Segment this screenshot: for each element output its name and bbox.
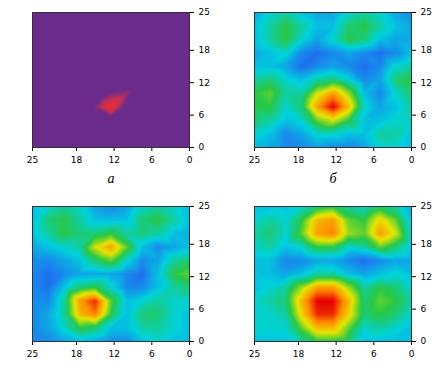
svg-text:12: 12 [330,349,341,359]
svg-text:12: 12 [330,155,341,165]
svg-text:12: 12 [198,272,209,282]
svg-text:0: 0 [186,349,192,359]
svg-text:6: 6 [148,349,154,359]
svg-text:18: 18 [420,45,432,55]
svg-text:0: 0 [408,155,414,165]
svg-text:0: 0 [198,142,204,152]
svg-text:25: 25 [420,201,431,211]
svg-text:12: 12 [420,272,431,282]
svg-text:12: 12 [198,78,209,88]
svg-text:18: 18 [70,349,82,359]
svg-text:18: 18 [198,45,210,55]
svg-text:25: 25 [26,155,37,165]
svg-text:18: 18 [420,239,432,249]
svg-text:6: 6 [420,110,426,120]
svg-text:12: 12 [420,78,431,88]
svg-text:25: 25 [198,201,209,211]
svg-text:25: 25 [248,155,259,165]
svg-text:0: 0 [198,336,204,346]
svg-text:18: 18 [292,155,304,165]
svg-text:6: 6 [370,155,376,165]
svg-text:6: 6 [198,304,204,314]
html-text:б: б [329,171,337,186]
svg-text:0: 0 [420,142,426,152]
svg-text:12: 12 [108,155,119,165]
svg-text:25: 25 [248,349,259,359]
svg-text:6: 6 [370,349,376,359]
svg-text:18: 18 [198,239,210,249]
svg-text:18: 18 [70,155,82,165]
svg-text:12: 12 [108,349,119,359]
svg-text:6: 6 [148,155,154,165]
svg-text:25: 25 [420,7,431,17]
svg-text:0: 0 [186,155,192,165]
svg-text:6: 6 [420,304,426,314]
svg-text:25: 25 [198,7,209,17]
html-text:а: а [107,171,115,186]
svg-text:0: 0 [420,336,426,346]
svg-text:0: 0 [408,349,414,359]
svg-text:18: 18 [292,349,304,359]
svg-text:6: 6 [198,110,204,120]
svg-text:25: 25 [26,349,37,359]
